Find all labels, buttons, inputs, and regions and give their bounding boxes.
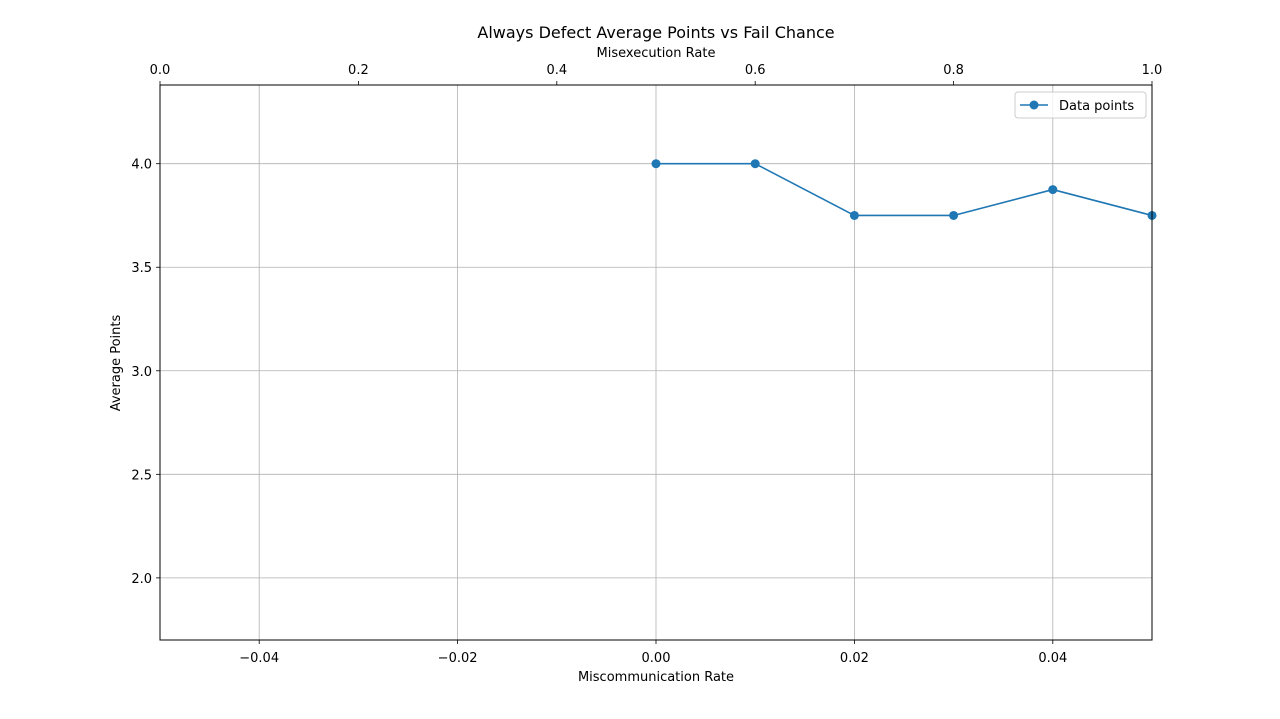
top-x-tick-label: 0.4 [546,63,567,78]
bottom-x-axis: −0.04 −0.02 0.00 0.02 0.04 [239,640,1067,666]
chart-title: Always Defect Average Points vs Fail Cha… [477,23,834,42]
legend-point-marker [1029,100,1039,110]
legend-label: Data points [1059,99,1134,114]
x-tick-label: 0.00 [642,651,671,666]
top-x-axis: 0.0 0.2 0.4 0.6 0.8 1.0 [150,63,1163,85]
y-tick-label: 3.0 [131,365,152,380]
y-tick-label: 2.0 [131,572,152,587]
legend-box [1014,91,1147,119]
data-point [651,159,661,169]
data-point [1048,185,1058,195]
top-x-tick-label: 0.2 [348,63,369,78]
legend: Data points [1014,91,1147,119]
x-tick-label: 0.02 [840,651,869,666]
data-point [750,159,760,169]
y-axis: 2.0 2.5 3.0 3.5 4.0 [131,158,160,587]
data-point [849,210,859,220]
top-x-tick-label: 1.0 [1142,63,1163,78]
x-tick-label: 0.04 [1038,651,1067,666]
y-axis-title: Average Points [109,314,124,411]
y-tick-label: 2.5 [131,468,152,483]
x-tick-label: −0.02 [438,651,478,666]
top-x-tick-label: 0.6 [745,63,766,78]
y-tick-label: 3.5 [131,261,152,276]
series-layer [651,159,1157,220]
x-tick-label: −0.04 [239,651,279,666]
series-line [656,162,1153,217]
data-point [949,210,959,220]
x-axis-title: Miscommunication Rate [578,670,734,685]
top-x-tick-label: 0.8 [943,63,964,78]
top-x-axis-title: Misexecution Rate [597,46,716,61]
top-x-tick-label: 0.0 [150,63,171,78]
y-tick-label: 4.0 [131,158,152,173]
